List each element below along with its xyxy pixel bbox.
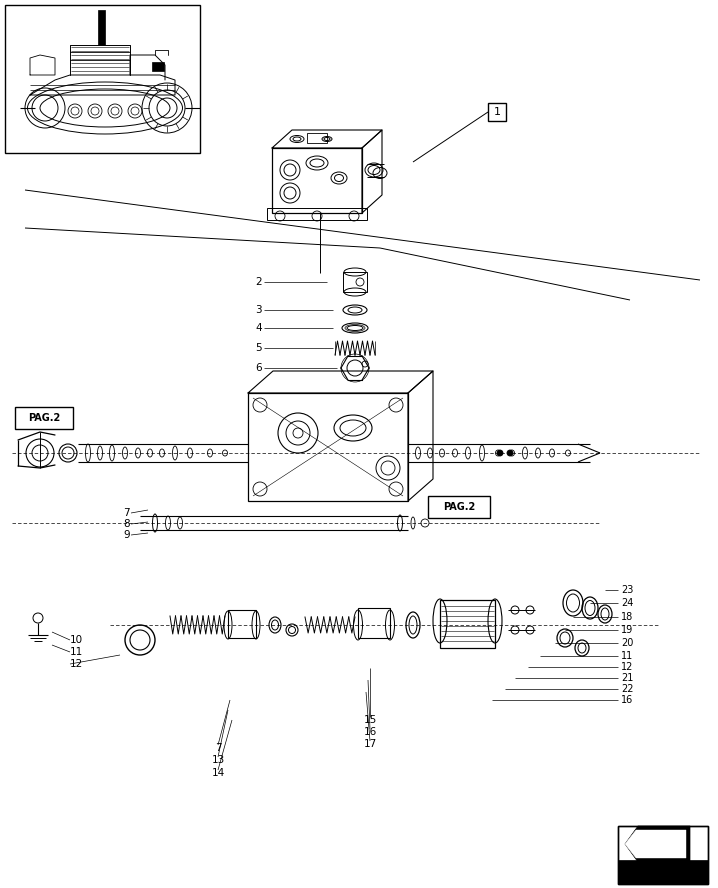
Circle shape (497, 450, 503, 456)
Bar (343, 272, 367, 292)
Bar (5, 5, 200, 153)
Text: 11: 11 (70, 647, 83, 657)
Bar (618, 826, 708, 884)
Text: 5: 5 (256, 343, 262, 353)
Text: 22: 22 (621, 684, 633, 694)
Bar (272, 148, 362, 213)
Bar (98, 10, 105, 45)
Bar (267, 208, 367, 220)
Text: 15: 15 (363, 715, 377, 725)
Text: 20: 20 (621, 638, 633, 648)
Polygon shape (625, 830, 686, 858)
Bar (152, 62, 164, 71)
Bar (307, 133, 327, 143)
Text: 3: 3 (256, 305, 262, 315)
Text: PAG.2: PAG.2 (28, 413, 60, 423)
Bar (428, 496, 490, 518)
Text: 12: 12 (70, 659, 83, 669)
Text: 6: 6 (256, 363, 262, 373)
Text: PAG.2: PAG.2 (443, 502, 475, 512)
Bar (15, 407, 73, 429)
Bar (618, 826, 708, 884)
Bar (228, 610, 256, 638)
Bar (488, 103, 506, 121)
Text: 8: 8 (123, 519, 130, 529)
Text: 21: 21 (621, 673, 633, 683)
Text: 16: 16 (621, 695, 633, 705)
Text: 13: 13 (211, 755, 225, 765)
Text: 18: 18 (621, 612, 633, 622)
Text: 11: 11 (621, 651, 633, 661)
Text: 24: 24 (621, 598, 633, 608)
Bar (440, 600, 495, 648)
Bar (358, 608, 390, 638)
Circle shape (507, 450, 513, 456)
Polygon shape (625, 826, 690, 862)
Text: 7: 7 (215, 743, 221, 753)
Text: 9: 9 (123, 530, 130, 540)
Text: 14: 14 (211, 768, 225, 778)
Text: 16: 16 (363, 727, 377, 737)
Text: 23: 23 (621, 585, 633, 595)
Text: 19: 19 (621, 625, 633, 635)
Text: 4: 4 (256, 323, 262, 333)
Text: 1: 1 (493, 107, 500, 117)
Text: 10: 10 (70, 635, 83, 645)
Text: 7: 7 (123, 508, 130, 518)
Bar (618, 860, 708, 884)
Text: 2: 2 (256, 277, 262, 287)
Text: 12: 12 (621, 662, 633, 672)
Bar (248, 393, 408, 501)
Text: 17: 17 (363, 739, 377, 749)
